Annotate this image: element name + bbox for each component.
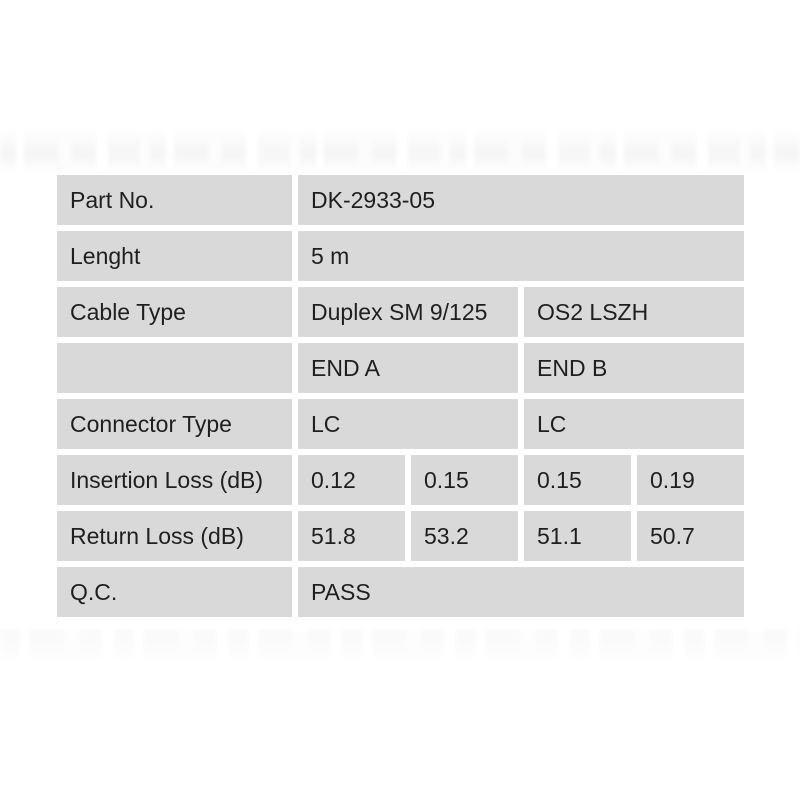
row-value-end-header-0: END A: [298, 343, 518, 393]
spec-row-part-no: Part No. DK-2933-05: [57, 175, 744, 225]
row-label-insertion-loss: Insertion Loss (dB): [57, 455, 292, 505]
watermark-band-top: [0, 129, 800, 173]
spec-row-connector-type: Connector Type LC LC: [57, 399, 744, 449]
spec-row-insertion-loss: Insertion Loss (dB) 0.12 0.15 0.15 0.19: [57, 455, 744, 505]
row-label-qc: Q.C.: [57, 567, 292, 617]
row-label-end-header: [57, 343, 292, 393]
row-label-length: Lenght: [57, 231, 292, 281]
row-value-insertion-loss-2: 0.15: [524, 455, 631, 505]
row-value-length-0: 5 m: [298, 231, 744, 281]
row-value-part-no-0: DK-2933-05: [298, 175, 744, 225]
row-value-cable-type-0: Duplex SM 9/125: [298, 287, 518, 337]
row-value-cable-type-1: OS2 LSZH: [524, 287, 744, 337]
spec-row-return-loss: Return Loss (dB) 51.8 53.2 51.1 50.7: [57, 511, 744, 561]
row-value-insertion-loss-1: 0.15: [411, 455, 518, 505]
row-value-connector-type-1: LC: [524, 399, 744, 449]
row-value-return-loss-1: 53.2: [411, 511, 518, 561]
row-label-return-loss: Return Loss (dB): [57, 511, 292, 561]
spec-row-cable-type: Cable Type Duplex SM 9/125 OS2 LSZH: [57, 287, 744, 337]
spec-row-qc: Q.C. PASS: [57, 567, 744, 617]
row-label-connector-type: Connector Type: [57, 399, 292, 449]
row-value-return-loss-0: 51.8: [298, 511, 405, 561]
row-value-qc-0: PASS: [298, 567, 744, 617]
row-value-insertion-loss-0: 0.12: [298, 455, 405, 505]
row-value-end-header-1: END B: [524, 343, 744, 393]
spec-row-end-header: END A END B: [57, 343, 744, 393]
spec-table-body: Part No. DK-2933-05 Lenght 5 m Cable Type Dup…: [57, 175, 744, 617]
row-label-part-no: Part No.: [57, 175, 292, 225]
row-value-insertion-loss-3: 0.19: [637, 455, 744, 505]
watermark-band-bottom: [0, 630, 800, 662]
row-value-return-loss-2: 51.1: [524, 511, 631, 561]
row-value-connector-type-0: LC: [298, 399, 518, 449]
row-value-return-loss-3: 50.7: [637, 511, 744, 561]
spec-table: Part No. DK-2933-05 Lenght 5 m Cable Type Dup…: [51, 169, 750, 623]
row-label-cable-type: Cable Type: [57, 287, 292, 337]
spec-row-length: Lenght 5 m: [57, 231, 744, 281]
